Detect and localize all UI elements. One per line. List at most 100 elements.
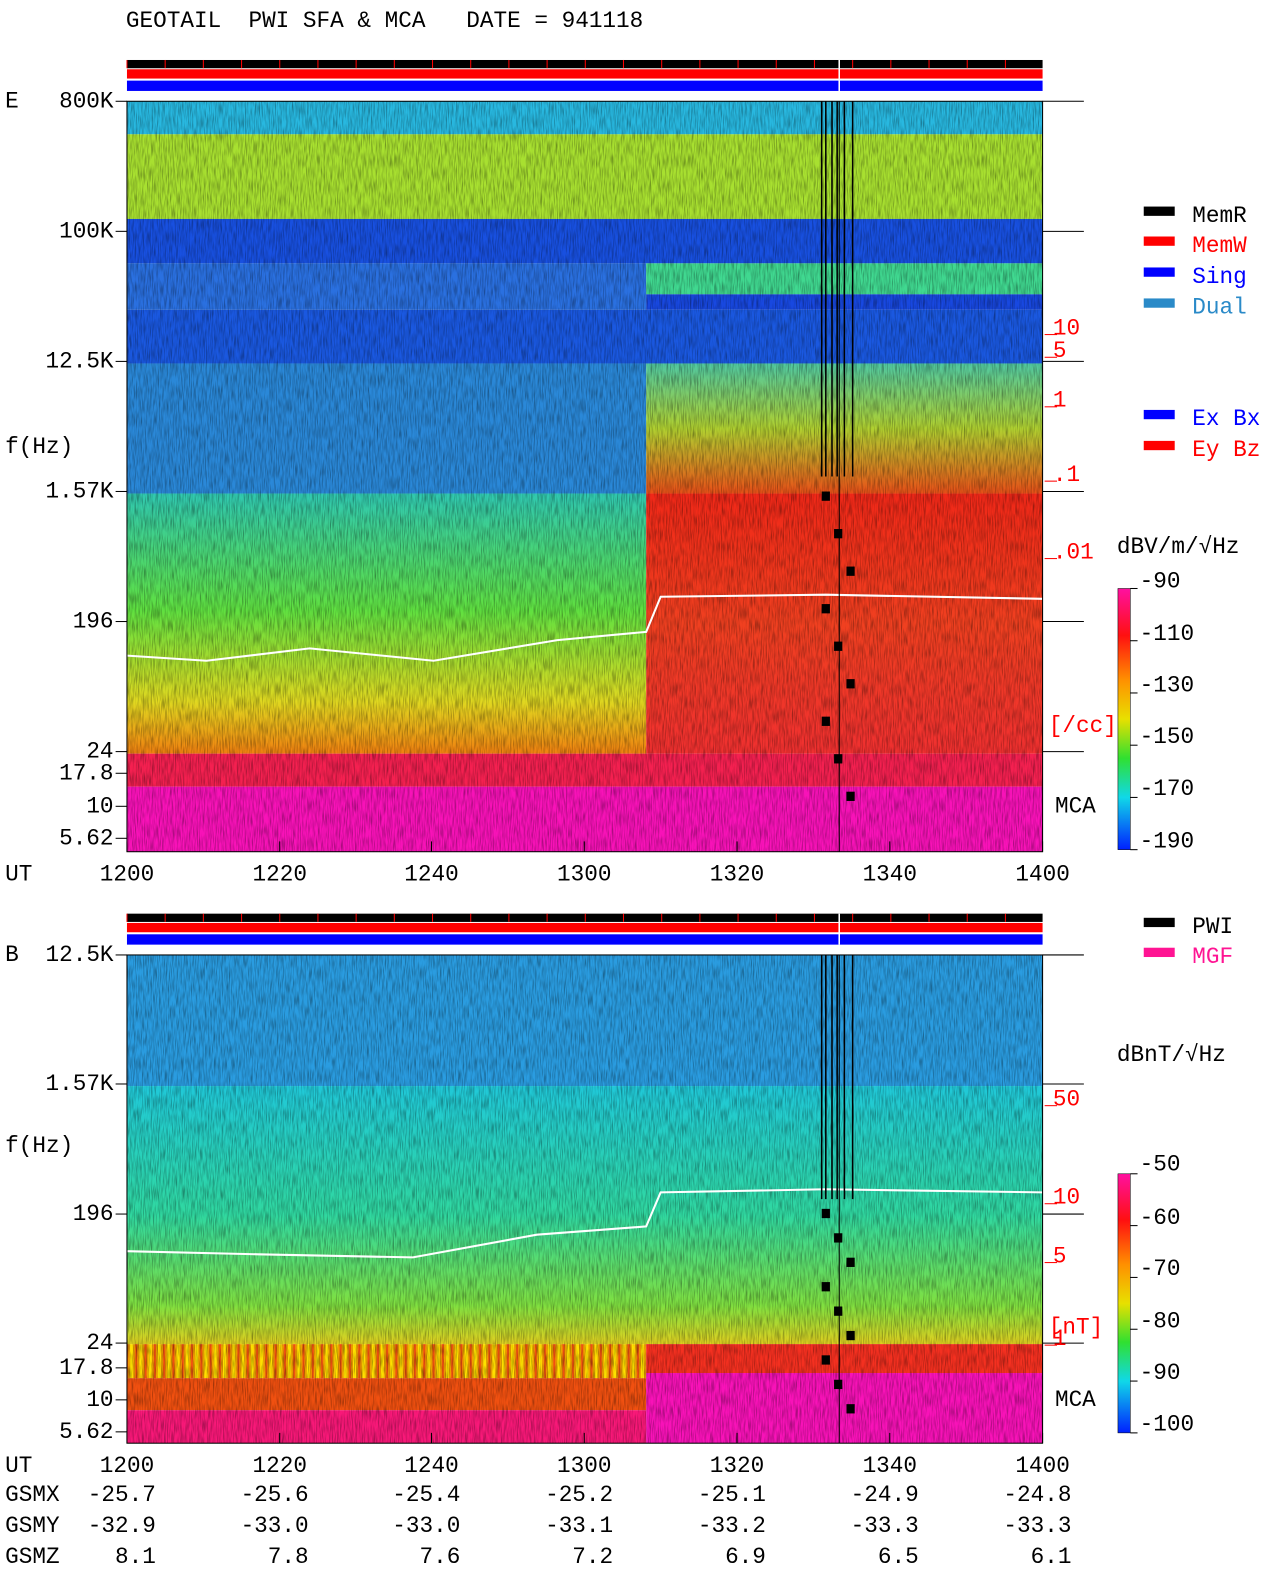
legend-label: MGF xyxy=(1192,944,1233,970)
y-tick-label: 800K xyxy=(59,88,114,114)
colorbar-unit: dBV/m/√Hz xyxy=(1117,534,1240,560)
ephemeris-value: -33.1 xyxy=(545,1513,613,1539)
interference-block xyxy=(834,529,843,539)
x-tick-label: 1400 xyxy=(1015,1453,1069,1479)
density-tick-label: 1 xyxy=(1053,1326,1067,1352)
ephemeris-value: -33.0 xyxy=(392,1513,460,1539)
density-tick-label: 5 xyxy=(1053,338,1067,364)
title: GEOTAIL PWI SFA & MCA DATE = 941118 xyxy=(126,8,643,34)
y-tick-label: 1.57K xyxy=(45,478,113,504)
legend-label: Sing xyxy=(1192,264,1246,290)
interference-block xyxy=(834,641,843,651)
colorbar-tick-label: -60 xyxy=(1140,1205,1181,1231)
legend-swatch xyxy=(1143,236,1175,246)
ephemeris-value: 7.6 xyxy=(420,1544,461,1570)
spectrogram-texture xyxy=(126,101,1043,852)
interference-block xyxy=(821,1355,830,1365)
interference-block xyxy=(846,791,855,801)
ephemeris-label: GSMZ xyxy=(5,1544,59,1570)
figure: GEOTAIL PWI SFA & MCA DATE = 941118 Ef(Hz… xyxy=(5,8,1260,1570)
colorbar-tick-label: -50 xyxy=(1140,1152,1181,1178)
interference-block xyxy=(834,1306,843,1316)
legend-label: Dual xyxy=(1192,295,1246,321)
ephemeris-value: -25.1 xyxy=(698,1482,766,1508)
ephemeris-value: 6.1 xyxy=(1031,1544,1072,1570)
x-tick-label: 1400 xyxy=(1015,861,1069,887)
status-bar xyxy=(126,80,1043,91)
x-tick-label: 1220 xyxy=(253,1453,307,1479)
ephemeris-value: -25.6 xyxy=(241,1482,309,1508)
y-tick-label: 1.57K xyxy=(45,1071,113,1097)
y-tick-label: 24 xyxy=(86,1330,113,1356)
ephemeris-value: 7.2 xyxy=(572,1544,613,1570)
interference-block xyxy=(821,1208,830,1219)
y-tick-label: 12.5K xyxy=(45,348,113,374)
ephemeris-value: 8.1 xyxy=(115,1544,156,1570)
colorbar-tick-label: -170 xyxy=(1140,776,1194,802)
y-axis-label: f(Hz) xyxy=(5,1133,73,1159)
status-bar xyxy=(126,69,1043,79)
legend-label: Ex Bx xyxy=(1192,406,1260,432)
colorbar-tick-label: -130 xyxy=(1140,673,1194,699)
panel-label: B xyxy=(5,942,19,968)
x-tick-label: 1320 xyxy=(710,1453,764,1479)
y-tick-label: 196 xyxy=(73,609,114,635)
x-tick-label: 1300 xyxy=(557,1453,611,1479)
y-tick-label: 17.8 xyxy=(59,760,113,786)
interference-block xyxy=(846,1330,855,1341)
ephemeris-value: -25.4 xyxy=(392,1482,460,1508)
plasma-line xyxy=(126,1188,1043,1259)
x-tick-label: 1340 xyxy=(863,1453,917,1479)
ephemeris-value: 7.8 xyxy=(268,1544,309,1570)
legend-label: MemW xyxy=(1192,233,1247,259)
legend-swatch xyxy=(1143,917,1175,928)
density-unit: [nT] xyxy=(1049,1315,1103,1341)
ephemeris-value: -33.3 xyxy=(851,1513,919,1539)
x-axis-label: UT xyxy=(5,1453,32,1479)
ephemeris-value: -33.3 xyxy=(1003,1513,1071,1539)
colorbar-tick-label: -90 xyxy=(1140,1360,1181,1386)
ephemeris-value: 6.5 xyxy=(878,1544,919,1570)
interference-block xyxy=(834,1379,843,1390)
density-tick-label: 50 xyxy=(1053,1086,1080,1112)
legend-swatch xyxy=(1143,409,1175,420)
x-axis-label: UT xyxy=(5,861,32,887)
y-tick-label: 5.62 xyxy=(59,1419,113,1445)
density-tick-label: 5 xyxy=(1053,1243,1067,1269)
y-tick-label: 24 xyxy=(86,739,113,765)
interference-block xyxy=(821,604,830,614)
x-tick-label: 1220 xyxy=(253,861,307,887)
colorbar xyxy=(1117,588,1131,850)
interference-block xyxy=(846,1404,855,1414)
colorbar-tick-label: -190 xyxy=(1140,828,1194,854)
ephemeris-value: -25.7 xyxy=(88,1482,156,1508)
x-tick-label: 1240 xyxy=(404,861,458,887)
ephemeris-value: -24.9 xyxy=(851,1482,919,1508)
density-tick-label: 10 xyxy=(1053,315,1080,341)
density-tick-label: 10 xyxy=(1053,1185,1080,1211)
density-tick-label: .1 xyxy=(1053,462,1080,488)
colorbar-tick-label: -70 xyxy=(1140,1256,1181,1282)
interference-block xyxy=(821,1282,830,1292)
ephemeris-value: -32.9 xyxy=(88,1513,156,1539)
x-tick-label: 1240 xyxy=(404,1453,458,1479)
y-tick-label: 12.5K xyxy=(45,942,113,968)
interference-block xyxy=(846,566,855,576)
interference-block xyxy=(846,679,855,689)
colorbar-tick-label: -90 xyxy=(1140,568,1181,594)
colorbar-tick-label: -110 xyxy=(1140,621,1194,647)
legend-label: PWI xyxy=(1192,914,1233,940)
colorbar-unit: dBnT/√Hz xyxy=(1117,1042,1226,1068)
y-tick-label: 196 xyxy=(73,1201,114,1227)
spectrogram-texture xyxy=(126,954,1043,1444)
mca-label: MCA xyxy=(1055,1387,1096,1413)
density-unit: [/cc] xyxy=(1049,713,1117,739)
panel-label: E xyxy=(5,88,19,114)
status-bar xyxy=(126,922,1043,933)
x-tick-label: 1200 xyxy=(100,1453,154,1479)
interference-block xyxy=(821,716,830,726)
y-tick-label: 5.62 xyxy=(59,825,113,851)
colorbar-tick-label: -150 xyxy=(1140,724,1194,750)
